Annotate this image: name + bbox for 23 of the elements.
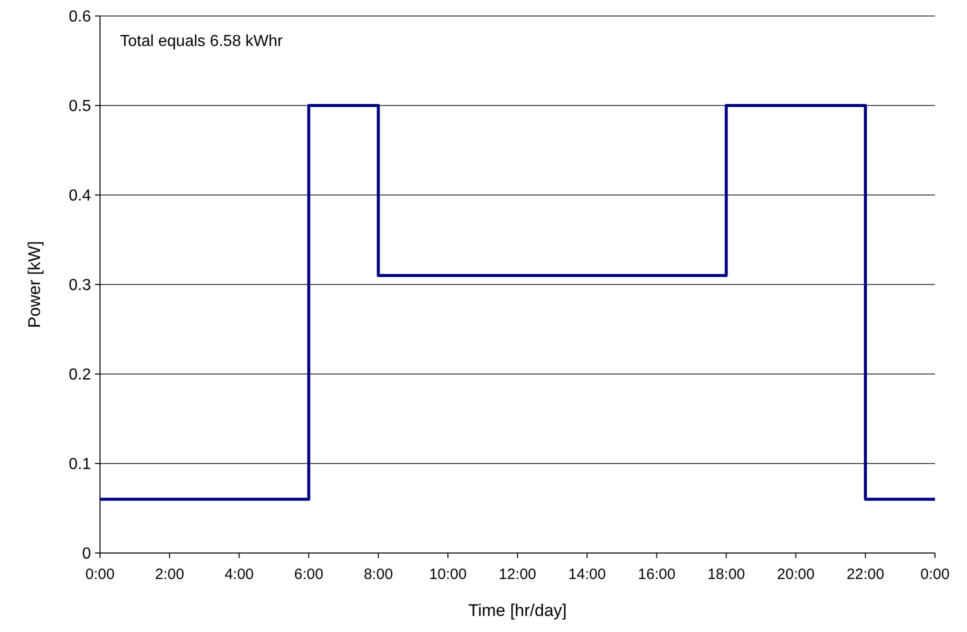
y-tick-label: 0.6: [68, 8, 92, 26]
y-tick-label: 0.2: [68, 366, 92, 384]
x-tick-label: 2:00: [154, 566, 184, 583]
x-tick-label: 14:00: [568, 566, 606, 583]
x-tick-label: 22:00: [846, 566, 884, 583]
annotation: Total equals 6.58 kWhr: [120, 33, 284, 50]
y-tick-label: 0.1: [68, 456, 92, 474]
x-tick-label: 6:00: [294, 566, 324, 583]
x-tick-label: 10:00: [429, 566, 467, 583]
x-axis-title: Time [hr/day]: [468, 601, 567, 620]
x-tick-label: 4:00: [224, 566, 254, 583]
x-tick-label: 16:00: [638, 566, 676, 583]
y-tick-label: 0.3: [68, 277, 92, 294]
y-tick-label: 0: [82, 546, 92, 563]
y-tick-label: 0.4: [68, 188, 92, 205]
x-tick-label: 12:00: [498, 566, 536, 583]
x-tick-label: 0:00: [85, 566, 115, 583]
x-tick-label: 20:00: [777, 566, 815, 583]
y-tick-label: 0.5: [68, 98, 92, 116]
x-tick-label: 8:00: [364, 566, 393, 583]
y-axis-title: Power [kW]: [25, 241, 44, 328]
x-tick-label: 18:00: [707, 566, 746, 583]
x-tick-label: 0:00: [920, 566, 950, 583]
